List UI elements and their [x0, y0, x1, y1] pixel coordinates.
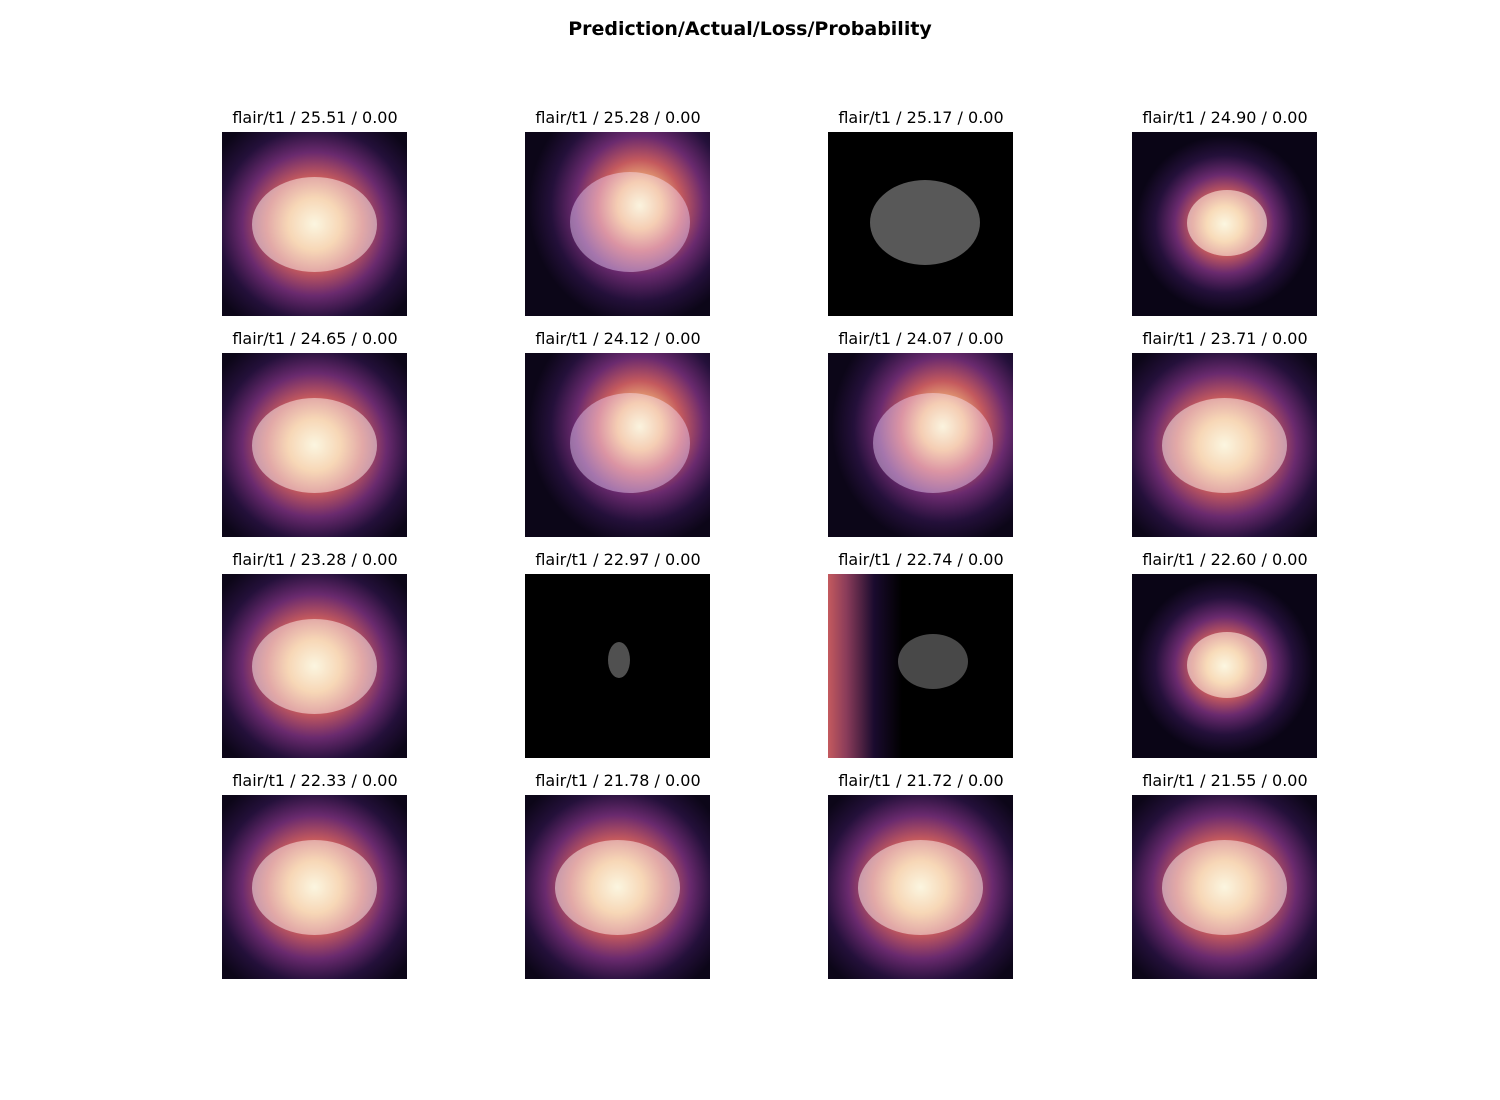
scan-panel: flair/t1 / 25.17 / 0.00	[828, 108, 1088, 316]
panel-title: flair/t1 / 25.17 / 0.00	[838, 108, 1004, 127]
brain-heatmap-image	[222, 574, 407, 758]
panel-title: flair/t1 / 25.28 / 0.00	[535, 108, 701, 127]
scan-panel: flair/t1 / 24.07 / 0.00	[828, 329, 1088, 537]
panel-title: flair/t1 / 24.65 / 0.00	[232, 329, 398, 348]
brain-heatmap-image	[525, 795, 710, 979]
scan-panel: flair/t1 / 24.90 / 0.00	[1132, 108, 1392, 316]
scan-panel: flair/t1 / 21.72 / 0.00	[828, 771, 1088, 979]
brain-heatmap-image	[828, 795, 1013, 979]
scan-panel: flair/t1 / 21.55 / 0.00	[1132, 771, 1392, 979]
brain-slice	[1187, 632, 1267, 698]
brain-heatmap-image	[222, 353, 407, 537]
brain-heatmap-image	[828, 353, 1013, 537]
scan-panel: flair/t1 / 24.65 / 0.00	[222, 329, 482, 537]
panel-title: flair/t1 / 22.33 / 0.00	[232, 771, 398, 790]
panel-title: flair/t1 / 24.90 / 0.00	[1142, 108, 1308, 127]
brain-slice	[1162, 840, 1287, 935]
scan-panel: flair/t1 / 23.71 / 0.00	[1132, 329, 1392, 537]
panel-title: flair/t1 / 21.78 / 0.00	[535, 771, 701, 790]
scan-panel: flair/t1 / 22.60 / 0.00	[1132, 550, 1392, 758]
panel-title: flair/t1 / 21.72 / 0.00	[838, 771, 1004, 790]
panel-title: flair/t1 / 24.12 / 0.00	[535, 329, 701, 348]
brain-heatmap-image	[828, 132, 1013, 316]
brain-heatmap-image	[525, 574, 710, 758]
brain-slice	[873, 393, 993, 493]
brain-heatmap-image	[525, 132, 710, 316]
scan-panel: flair/t1 / 21.78 / 0.00	[525, 771, 785, 979]
brain-slice	[570, 172, 690, 272]
brain-heatmap-image	[1132, 353, 1317, 537]
brain-slice	[252, 398, 377, 493]
scan-panel: flair/t1 / 22.97 / 0.00	[525, 550, 785, 758]
brain-slice	[1187, 190, 1267, 256]
panel-title: flair/t1 / 22.97 / 0.00	[535, 550, 701, 569]
panel-title: flair/t1 / 24.07 / 0.00	[838, 329, 1004, 348]
panel-title: flair/t1 / 25.51 / 0.00	[232, 108, 398, 127]
brain-slice	[858, 840, 983, 935]
brain-heatmap-image	[525, 353, 710, 537]
scan-panel: flair/t1 / 25.28 / 0.00	[525, 108, 785, 316]
brain-slice	[608, 642, 630, 678]
scan-panel: flair/t1 / 23.28 / 0.00	[222, 550, 482, 758]
brain-slice	[555, 840, 680, 935]
panel-title: flair/t1 / 23.71 / 0.00	[1142, 329, 1308, 348]
scan-panel: flair/t1 / 22.33 / 0.00	[222, 771, 482, 979]
figure-title: Prediction/Actual/Loss/Probability	[568, 18, 932, 40]
brain-slice	[870, 180, 980, 265]
brain-slice	[570, 393, 690, 493]
panel-title: flair/t1 / 23.28 / 0.00	[232, 550, 398, 569]
brain-heatmap-image	[1132, 132, 1317, 316]
scan-panel: flair/t1 / 22.74 / 0.00	[828, 550, 1088, 758]
brain-slice	[252, 177, 377, 272]
brain-slice	[898, 634, 968, 689]
brain-heatmap-image	[1132, 795, 1317, 979]
panel-title: flair/t1 / 22.60 / 0.00	[1142, 550, 1308, 569]
scan-panel: flair/t1 / 25.51 / 0.00	[222, 108, 482, 316]
brain-slice	[252, 840, 377, 935]
brain-heatmap-image	[1132, 574, 1317, 758]
brain-heatmap-image	[222, 795, 407, 979]
panel-title: flair/t1 / 22.74 / 0.00	[838, 550, 1004, 569]
brain-slice	[252, 619, 377, 714]
brain-heatmap-image	[222, 132, 407, 316]
scan-panel: flair/t1 / 24.12 / 0.00	[525, 329, 785, 537]
panel-title: flair/t1 / 21.55 / 0.00	[1142, 771, 1308, 790]
brain-heatmap-image	[828, 574, 1013, 758]
brain-slice	[1162, 398, 1287, 493]
